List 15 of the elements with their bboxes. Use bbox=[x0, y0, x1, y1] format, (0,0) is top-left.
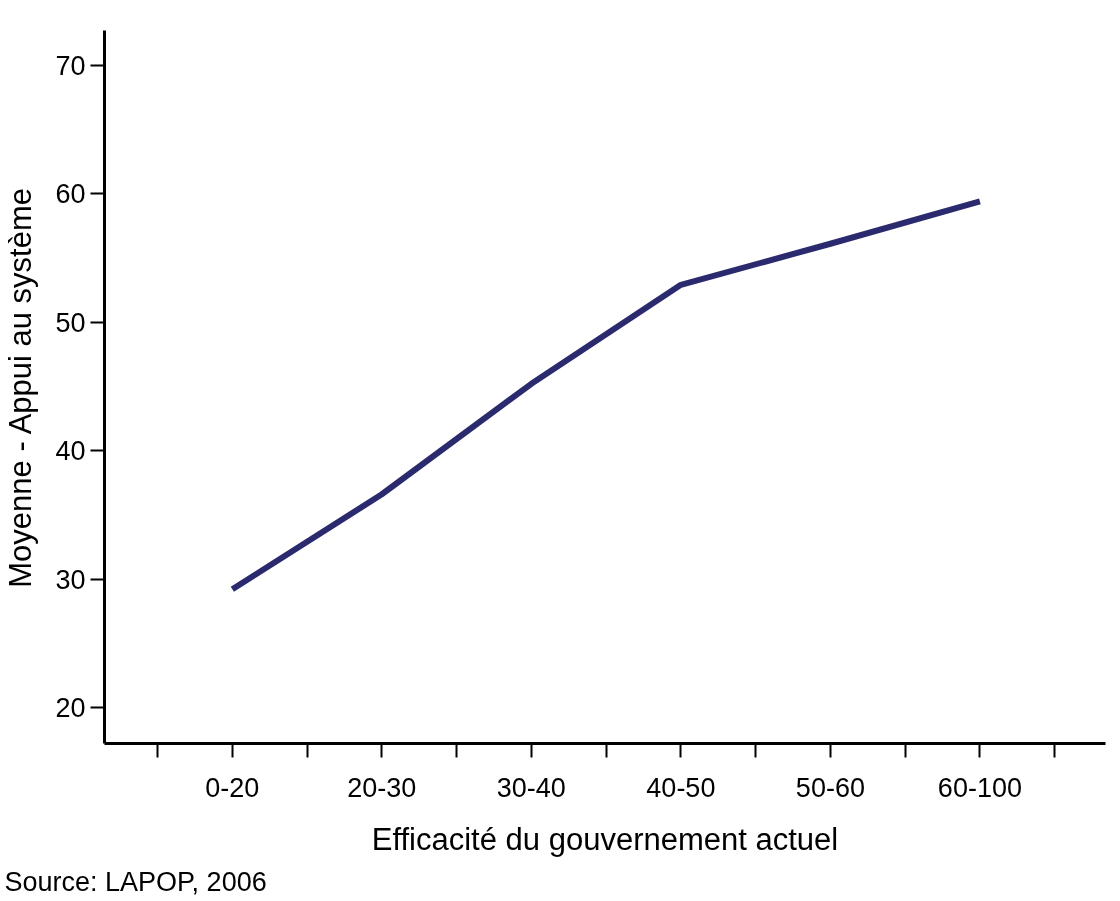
y-tick-label: 70 bbox=[55, 50, 86, 81]
x-tick-label: 60-100 bbox=[937, 772, 1022, 803]
y-axis-title: Moyenne - Appui au système bbox=[3, 187, 39, 588]
x-tick-label: 50-60 bbox=[795, 772, 865, 803]
x-tick-label: 30-40 bbox=[496, 772, 566, 803]
x-tick-label: 20-30 bbox=[347, 772, 417, 803]
source-note: Source: LAPOP, 2006 bbox=[4, 866, 267, 897]
y-tick-label: 50 bbox=[55, 307, 86, 338]
y-tick-label: 30 bbox=[55, 564, 86, 595]
y-tick-label: 40 bbox=[55, 436, 86, 467]
x-tick-label: 0-20 bbox=[205, 772, 260, 803]
y-tick-label: 20 bbox=[55, 693, 86, 724]
x-tick-label: 40-50 bbox=[646, 772, 716, 803]
y-tick-label: 60 bbox=[55, 179, 86, 210]
x-axis-title: Efficacité du gouvernement actuel bbox=[371, 821, 839, 857]
